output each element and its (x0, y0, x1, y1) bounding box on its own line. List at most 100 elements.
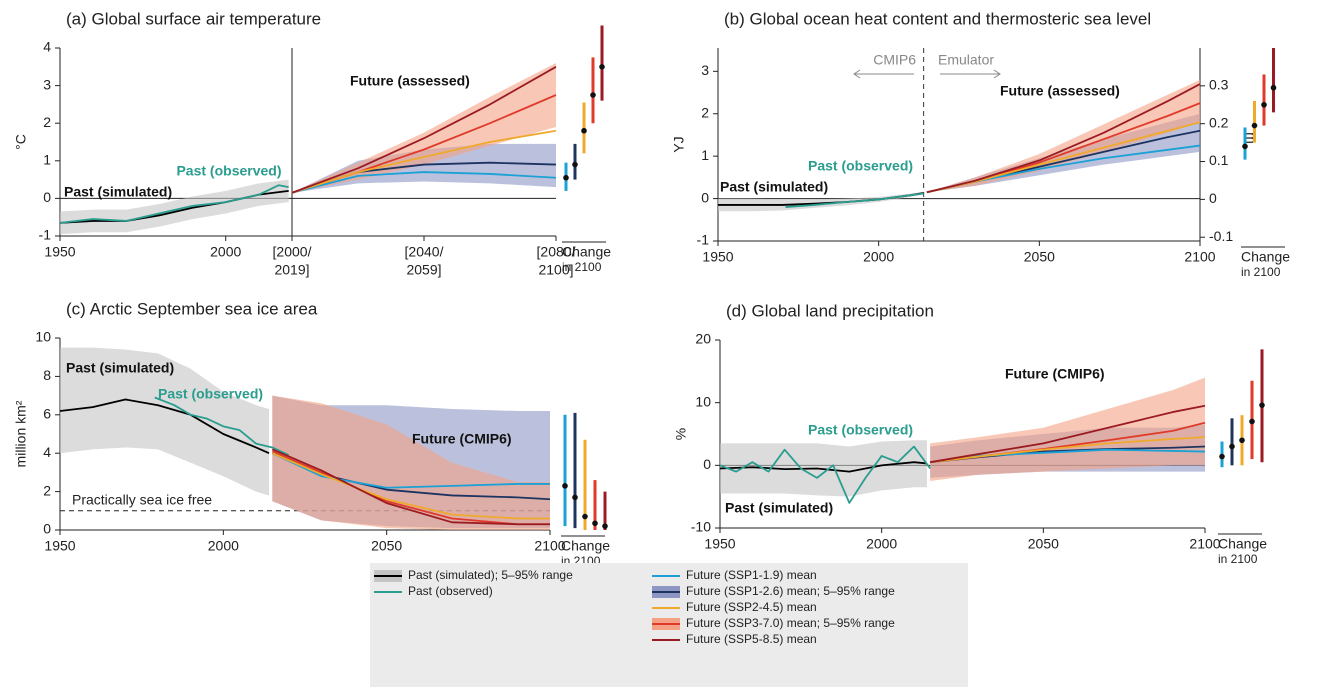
annotation: Past (simulated) (720, 179, 828, 195)
series-line (930, 436, 1206, 464)
annotation: Emulator (938, 52, 994, 68)
y-tick-label: 20 (695, 331, 711, 347)
y2-tick-label: 0.1 (1209, 152, 1229, 168)
series-line (271, 452, 550, 520)
change-dot (563, 174, 569, 181)
x2-tick-label: [2000/ (273, 244, 312, 260)
y-tick-label: 2 (43, 482, 51, 498)
legend-label: Past (simulated); 5–95% range (408, 568, 573, 582)
x-tick-label: 2000 (208, 538, 239, 554)
x-tick-label: 2050 (371, 538, 402, 554)
change-dot (599, 64, 605, 70)
annotation: Future (assessed) (1000, 83, 1120, 99)
legend-label: Future (SSP3-7.0) mean; 5–95% range (686, 616, 895, 630)
x2-tick-label: [2040/ (405, 244, 444, 260)
y2-tick-label: 0.2 (1209, 114, 1229, 130)
range-band (718, 191, 924, 212)
change-dot (602, 523, 608, 529)
y2-tick-label: 0.3 (1209, 77, 1229, 93)
change-label: Change (561, 538, 610, 554)
x2-tick-label: 2059] (406, 262, 441, 278)
annotation: Past (simulated) (66, 360, 174, 376)
y-tick-label: 0 (43, 521, 51, 537)
range-band (292, 63, 556, 193)
y-axis-label: million km² (13, 400, 29, 467)
threshold-label: Practically sea ice free (72, 492, 212, 508)
series-line (154, 396, 290, 456)
annotation: Future (CMIP6) (412, 431, 512, 447)
panel: (a) Global surface air temperature °C -1 0 1… (13, 9, 612, 277)
legend: Past (simulated); 5–95% range Past (obser… (370, 563, 968, 687)
series-line (719, 461, 928, 473)
y-axis-label: % (673, 428, 689, 440)
legend-label: Future (SSP5-8.5) mean (686, 632, 817, 646)
change-dot (590, 92, 596, 98)
series-line (59, 398, 270, 455)
y2-axis-label: m (1243, 132, 1259, 144)
change-dot (572, 494, 578, 501)
x-tick-label: 1950 (702, 249, 733, 265)
panel: (b) Global ocean heat content and thermo… (671, 9, 1291, 279)
y-tick-label: 1 (701, 147, 709, 163)
y-tick-label: 2 (43, 114, 51, 130)
change-dot (1270, 84, 1277, 91)
annotation: Past (observed) (176, 163, 281, 179)
change-sublabel: in 2100 (1218, 552, 1258, 566)
series-line (271, 452, 550, 489)
x-tick-label: 1950 (704, 536, 735, 552)
annotation: Past (observed) (808, 158, 913, 174)
change-label: Change (562, 244, 611, 260)
y-tick-label: 1 (43, 152, 51, 168)
y-axis-label: °C (13, 134, 29, 150)
x2-tick-label: 2019] (274, 262, 309, 278)
series-line (291, 129, 557, 194)
range-band (292, 143, 556, 193)
change-sublabel: in 2100 (1241, 265, 1281, 279)
panel: (d) Global land precipitation% -10 0 10 20 19… (673, 301, 1268, 566)
x-tick-label: 2100 (534, 538, 565, 554)
panel-title: (c) Arctic September sea ice area (66, 299, 318, 318)
series-line (926, 83, 1201, 194)
panel-title: (d) Global land precipitation (726, 301, 934, 320)
annotation: Past (simulated) (725, 500, 833, 516)
x-tick-label: 2000 (863, 249, 894, 265)
range-band (60, 347, 270, 496)
change-dot (1251, 122, 1258, 129)
legend-label: Future (SSP1-1.9) mean (686, 568, 817, 582)
x-tick-label: 1950 (44, 538, 75, 554)
x-tick-label: 2050 (1028, 536, 1059, 552)
x-tick-label: 2000 (866, 536, 897, 552)
change-sublabel: in 2100 (562, 260, 602, 274)
annotation: CMIP6 (873, 52, 916, 68)
legend-label: Future (SSP2-4.5) mean (686, 600, 817, 614)
change-dot (581, 127, 587, 134)
y-axis-label: YJ (671, 136, 687, 152)
change-dot (1259, 402, 1265, 408)
x-tick-label: 2100 (1184, 249, 1215, 265)
y-tick-label: 0 (703, 456, 711, 472)
change-dot (562, 483, 568, 489)
series-line (291, 66, 557, 194)
change-label: Change (1241, 249, 1290, 265)
y-tick-label: -10 (691, 519, 711, 535)
y-tick-label: 3 (43, 76, 51, 92)
y-tick-label: 2 (701, 104, 709, 120)
series-line (785, 192, 924, 208)
x2-tick-label: 2100] (538, 262, 573, 278)
y-tick-label: 8 (43, 367, 51, 383)
panel: (c) Arctic September sea ice area million… (13, 299, 611, 568)
y-tick-label: -1 (39, 227, 52, 243)
y-tick-label: 4 (43, 39, 51, 55)
y-tick-label: 3 (701, 62, 709, 78)
change-dot (1242, 143, 1248, 150)
change-label: Change (1218, 536, 1267, 552)
change-dot (1249, 418, 1255, 425)
y-tick-label: 10 (35, 329, 51, 345)
y-tick-label: 0 (43, 189, 51, 205)
y-tick-label: 6 (43, 406, 51, 422)
x-tick-label: 2000 (210, 244, 241, 260)
x2-tick-label: [2080/ (537, 244, 576, 260)
series-line (930, 404, 1206, 464)
x-tick-label: 2100 (1189, 536, 1220, 552)
